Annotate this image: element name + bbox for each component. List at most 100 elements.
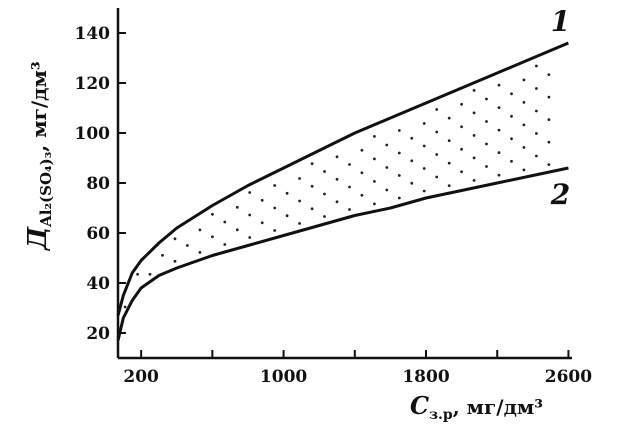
region-dot <box>298 199 301 203</box>
region-dot <box>360 193 364 197</box>
region-dot <box>260 221 264 225</box>
region-dot <box>447 184 451 188</box>
region-dot <box>472 134 476 137</box>
region-dot <box>323 170 326 173</box>
region-dot <box>447 161 451 165</box>
region-dot <box>422 189 426 193</box>
region-dot <box>522 78 526 82</box>
region-dot <box>123 305 127 309</box>
region-dot <box>373 202 376 206</box>
region-dot <box>472 179 476 182</box>
region-dot <box>497 128 501 132</box>
region-dot <box>497 173 501 177</box>
shaded-region <box>123 64 551 309</box>
region-dot <box>460 102 463 106</box>
region-dot <box>148 272 152 276</box>
ticks: 20 40 60 80 100 120 140 200 1000 1800 2600 <box>75 24 593 387</box>
region-dot <box>535 87 538 90</box>
region-dot <box>335 177 339 181</box>
y-tick-label: 100 <box>75 124 111 144</box>
x-axis-title: Cз.р, мг/дм³ <box>410 391 543 423</box>
region-dot <box>460 170 463 174</box>
region-dot <box>397 196 401 200</box>
region-dot <box>248 213 252 217</box>
region-dot <box>522 123 526 127</box>
region-dot <box>422 167 426 170</box>
region-dot <box>235 205 239 209</box>
region-dot <box>310 162 314 166</box>
region-dot <box>198 251 202 254</box>
y-tick-label: 60 <box>86 224 110 244</box>
region-dot <box>510 159 513 163</box>
region-dot <box>373 157 376 161</box>
region-dot <box>535 64 538 68</box>
region-dot <box>373 180 376 183</box>
region-dot <box>435 130 439 134</box>
region-dot <box>348 208 351 211</box>
region-dot <box>460 147 463 151</box>
region-dot <box>385 188 389 192</box>
region-dot <box>298 177 301 180</box>
y-axis-title: ДAl₂(SO₄)₃, мг/дм³ <box>23 61 55 252</box>
region-dot <box>422 122 426 125</box>
region-dot <box>472 89 476 92</box>
region-dot <box>310 207 314 211</box>
region-dot <box>535 132 538 135</box>
series-line-2 <box>116 166 569 341</box>
region-dot <box>385 166 389 169</box>
region-dot <box>535 109 538 113</box>
region-dot <box>485 97 488 101</box>
region-dot <box>522 146 526 149</box>
region-dot <box>235 228 239 232</box>
region-dot <box>485 165 488 168</box>
y-tick-label: 20 <box>86 324 110 344</box>
region-dot <box>472 111 476 115</box>
region-dot <box>373 135 376 138</box>
region-dot <box>522 168 526 172</box>
region-dot <box>460 125 463 129</box>
region-dot <box>273 184 277 187</box>
region-dot <box>211 235 214 239</box>
region-dot <box>397 129 401 132</box>
region-dot <box>422 144 426 148</box>
region-dot <box>547 95 551 99</box>
region-dot <box>385 143 389 147</box>
region-dot <box>248 191 252 194</box>
region-dot <box>397 151 401 155</box>
region-dot <box>410 136 414 140</box>
y-tick-label: 40 <box>86 274 110 294</box>
region-dot <box>510 92 513 96</box>
region-dot <box>510 114 513 118</box>
region-dot <box>173 259 177 263</box>
y-tick-label: 80 <box>86 174 110 194</box>
region-dot <box>136 272 140 276</box>
region-dot <box>447 116 451 120</box>
x-tick-label: 1800 <box>402 367 449 387</box>
region-dot <box>310 184 314 188</box>
region-dot <box>410 181 414 185</box>
region-dot <box>510 137 513 141</box>
region-dot <box>360 171 364 175</box>
region-dot <box>173 237 177 241</box>
region-dot <box>397 174 401 177</box>
region-dot <box>298 222 301 225</box>
region-dot <box>547 118 551 121</box>
y-tick-label: 140 <box>75 24 111 44</box>
region-dot <box>435 175 439 179</box>
region-dot <box>497 83 501 87</box>
region-dot <box>472 156 476 160</box>
curve-label-2: 2 <box>550 178 570 211</box>
region-dot <box>348 163 351 166</box>
region-dot <box>348 185 351 189</box>
series-line-1 <box>116 41 569 316</box>
region-dot <box>260 198 264 202</box>
region-dot <box>535 154 538 158</box>
region-dot <box>447 139 451 143</box>
region-dot <box>273 229 277 232</box>
region-dot <box>223 220 227 224</box>
region-dot <box>273 206 277 210</box>
x-tick-label: 200 <box>123 367 159 387</box>
region-dot <box>410 159 414 163</box>
series-lines: 12 <box>116 5 570 341</box>
